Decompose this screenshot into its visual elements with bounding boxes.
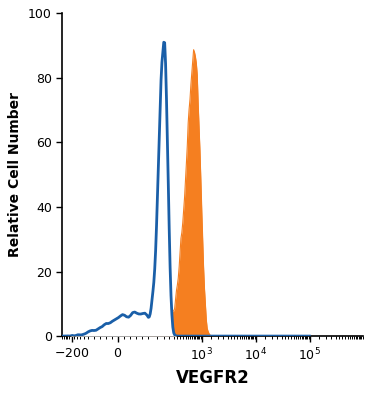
Y-axis label: Relative Cell Number: Relative Cell Number [8,92,22,257]
X-axis label: VEGFR2: VEGFR2 [175,369,249,387]
